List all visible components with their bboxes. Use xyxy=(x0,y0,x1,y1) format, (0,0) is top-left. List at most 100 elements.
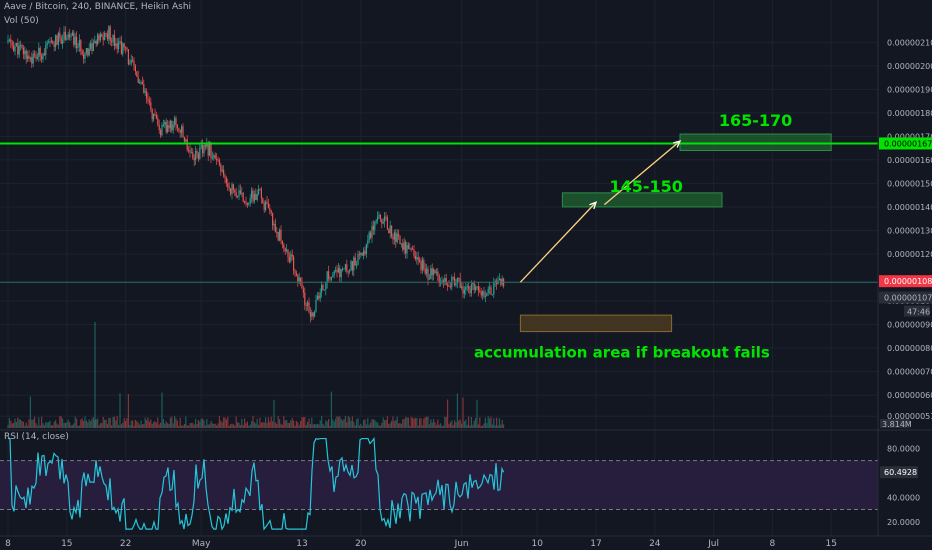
candle-body xyxy=(409,248,411,250)
volume-bar xyxy=(181,425,183,428)
volume-bar xyxy=(298,424,300,428)
volume-bar xyxy=(385,420,387,428)
volume-bar xyxy=(351,416,353,428)
volume-bar xyxy=(412,417,414,428)
candle-body xyxy=(426,268,428,274)
volume-bar xyxy=(335,418,337,428)
volume-bar xyxy=(337,416,339,428)
candle-body xyxy=(46,42,48,45)
volume-bar xyxy=(13,422,15,428)
volume-bar xyxy=(344,416,346,428)
volume-bar xyxy=(60,416,62,428)
volume-bar xyxy=(454,420,456,428)
volume-bar xyxy=(410,417,412,428)
volume-bar xyxy=(101,422,103,428)
volume-bar xyxy=(434,422,436,428)
candle-body xyxy=(332,275,334,278)
candle-body xyxy=(330,277,332,280)
candle-body xyxy=(430,268,432,279)
candle-body xyxy=(412,248,414,250)
volume-bar xyxy=(489,418,491,428)
time-tick-label: 20 xyxy=(355,539,367,549)
candle-body xyxy=(379,214,381,220)
volume-bar xyxy=(477,424,479,428)
candle-body xyxy=(98,34,100,41)
time-tick-label: 15 xyxy=(61,539,72,549)
volume-bar xyxy=(218,416,220,428)
candle-body xyxy=(283,244,285,249)
volume-bar xyxy=(182,425,184,428)
candle-body xyxy=(413,249,415,256)
candle-body xyxy=(230,188,232,195)
volume-bar xyxy=(272,421,274,428)
volume-bar xyxy=(63,423,65,428)
candle-body xyxy=(363,250,365,256)
candle-body xyxy=(132,59,134,61)
volume-bar xyxy=(483,423,485,428)
volume-bar xyxy=(28,419,30,428)
candle-body xyxy=(427,268,429,280)
volume-bar xyxy=(32,419,34,428)
volume-bar xyxy=(419,418,421,428)
volume-bar xyxy=(399,423,401,428)
candle-body xyxy=(462,286,464,294)
volume-bar xyxy=(111,425,113,428)
candle-body xyxy=(18,45,20,55)
volume-bar xyxy=(246,421,248,428)
volume-bar xyxy=(238,422,240,428)
candle-body xyxy=(384,216,386,222)
candle-body xyxy=(367,240,369,244)
volume-bar xyxy=(207,424,209,428)
volume-bar xyxy=(97,418,99,428)
volume-bar xyxy=(358,425,360,428)
volume-indicator-label[interactable]: Vol (50) xyxy=(4,16,39,26)
candle-body xyxy=(468,286,470,289)
candle-body xyxy=(67,34,69,39)
volume-bar xyxy=(73,423,75,428)
candle-body xyxy=(207,143,209,156)
price-tick-label: 0.00000070 xyxy=(887,368,932,377)
candle-body xyxy=(326,271,328,283)
candle-body xyxy=(417,257,419,261)
volume-bar xyxy=(239,425,241,428)
candle-body xyxy=(489,287,491,289)
volume-bar xyxy=(402,419,404,428)
volume-bar xyxy=(476,399,478,428)
candle-body xyxy=(496,281,498,285)
volume-bar xyxy=(461,423,463,428)
candle-body xyxy=(435,271,437,274)
candle-body xyxy=(63,31,65,40)
candle-body xyxy=(185,139,187,142)
volume-bar xyxy=(377,422,379,428)
candle-body xyxy=(262,198,264,204)
candle-body xyxy=(91,43,93,51)
volume-bar xyxy=(139,424,141,428)
candle-body xyxy=(105,33,107,35)
candle-body xyxy=(123,43,125,48)
volume-bar xyxy=(314,424,316,428)
candle-body xyxy=(372,225,374,230)
volume-bar xyxy=(325,420,327,428)
candle-body xyxy=(101,33,103,37)
candle-body xyxy=(127,49,129,65)
time-tick-label: May xyxy=(192,539,211,549)
candle-body xyxy=(28,55,30,59)
rsi-tick-label: 40.0000 xyxy=(887,493,920,502)
volume-bar xyxy=(132,420,134,428)
candle-body xyxy=(403,241,405,250)
candle-body xyxy=(361,253,363,256)
volume-bar xyxy=(99,423,101,428)
volume-bar xyxy=(350,420,352,428)
rsi-line xyxy=(8,436,505,531)
volume-bar xyxy=(146,420,148,428)
candle-body xyxy=(244,201,246,203)
candle-body xyxy=(211,157,213,159)
volume-bar xyxy=(119,393,121,428)
rsi-indicator-label[interactable]: RSI (14, close) xyxy=(4,432,69,442)
candle-body xyxy=(304,292,306,306)
candle-body xyxy=(157,118,159,125)
candle-body xyxy=(405,241,407,254)
price-tick-label: 0.00000200 xyxy=(887,62,932,71)
volume-bar xyxy=(342,420,344,428)
